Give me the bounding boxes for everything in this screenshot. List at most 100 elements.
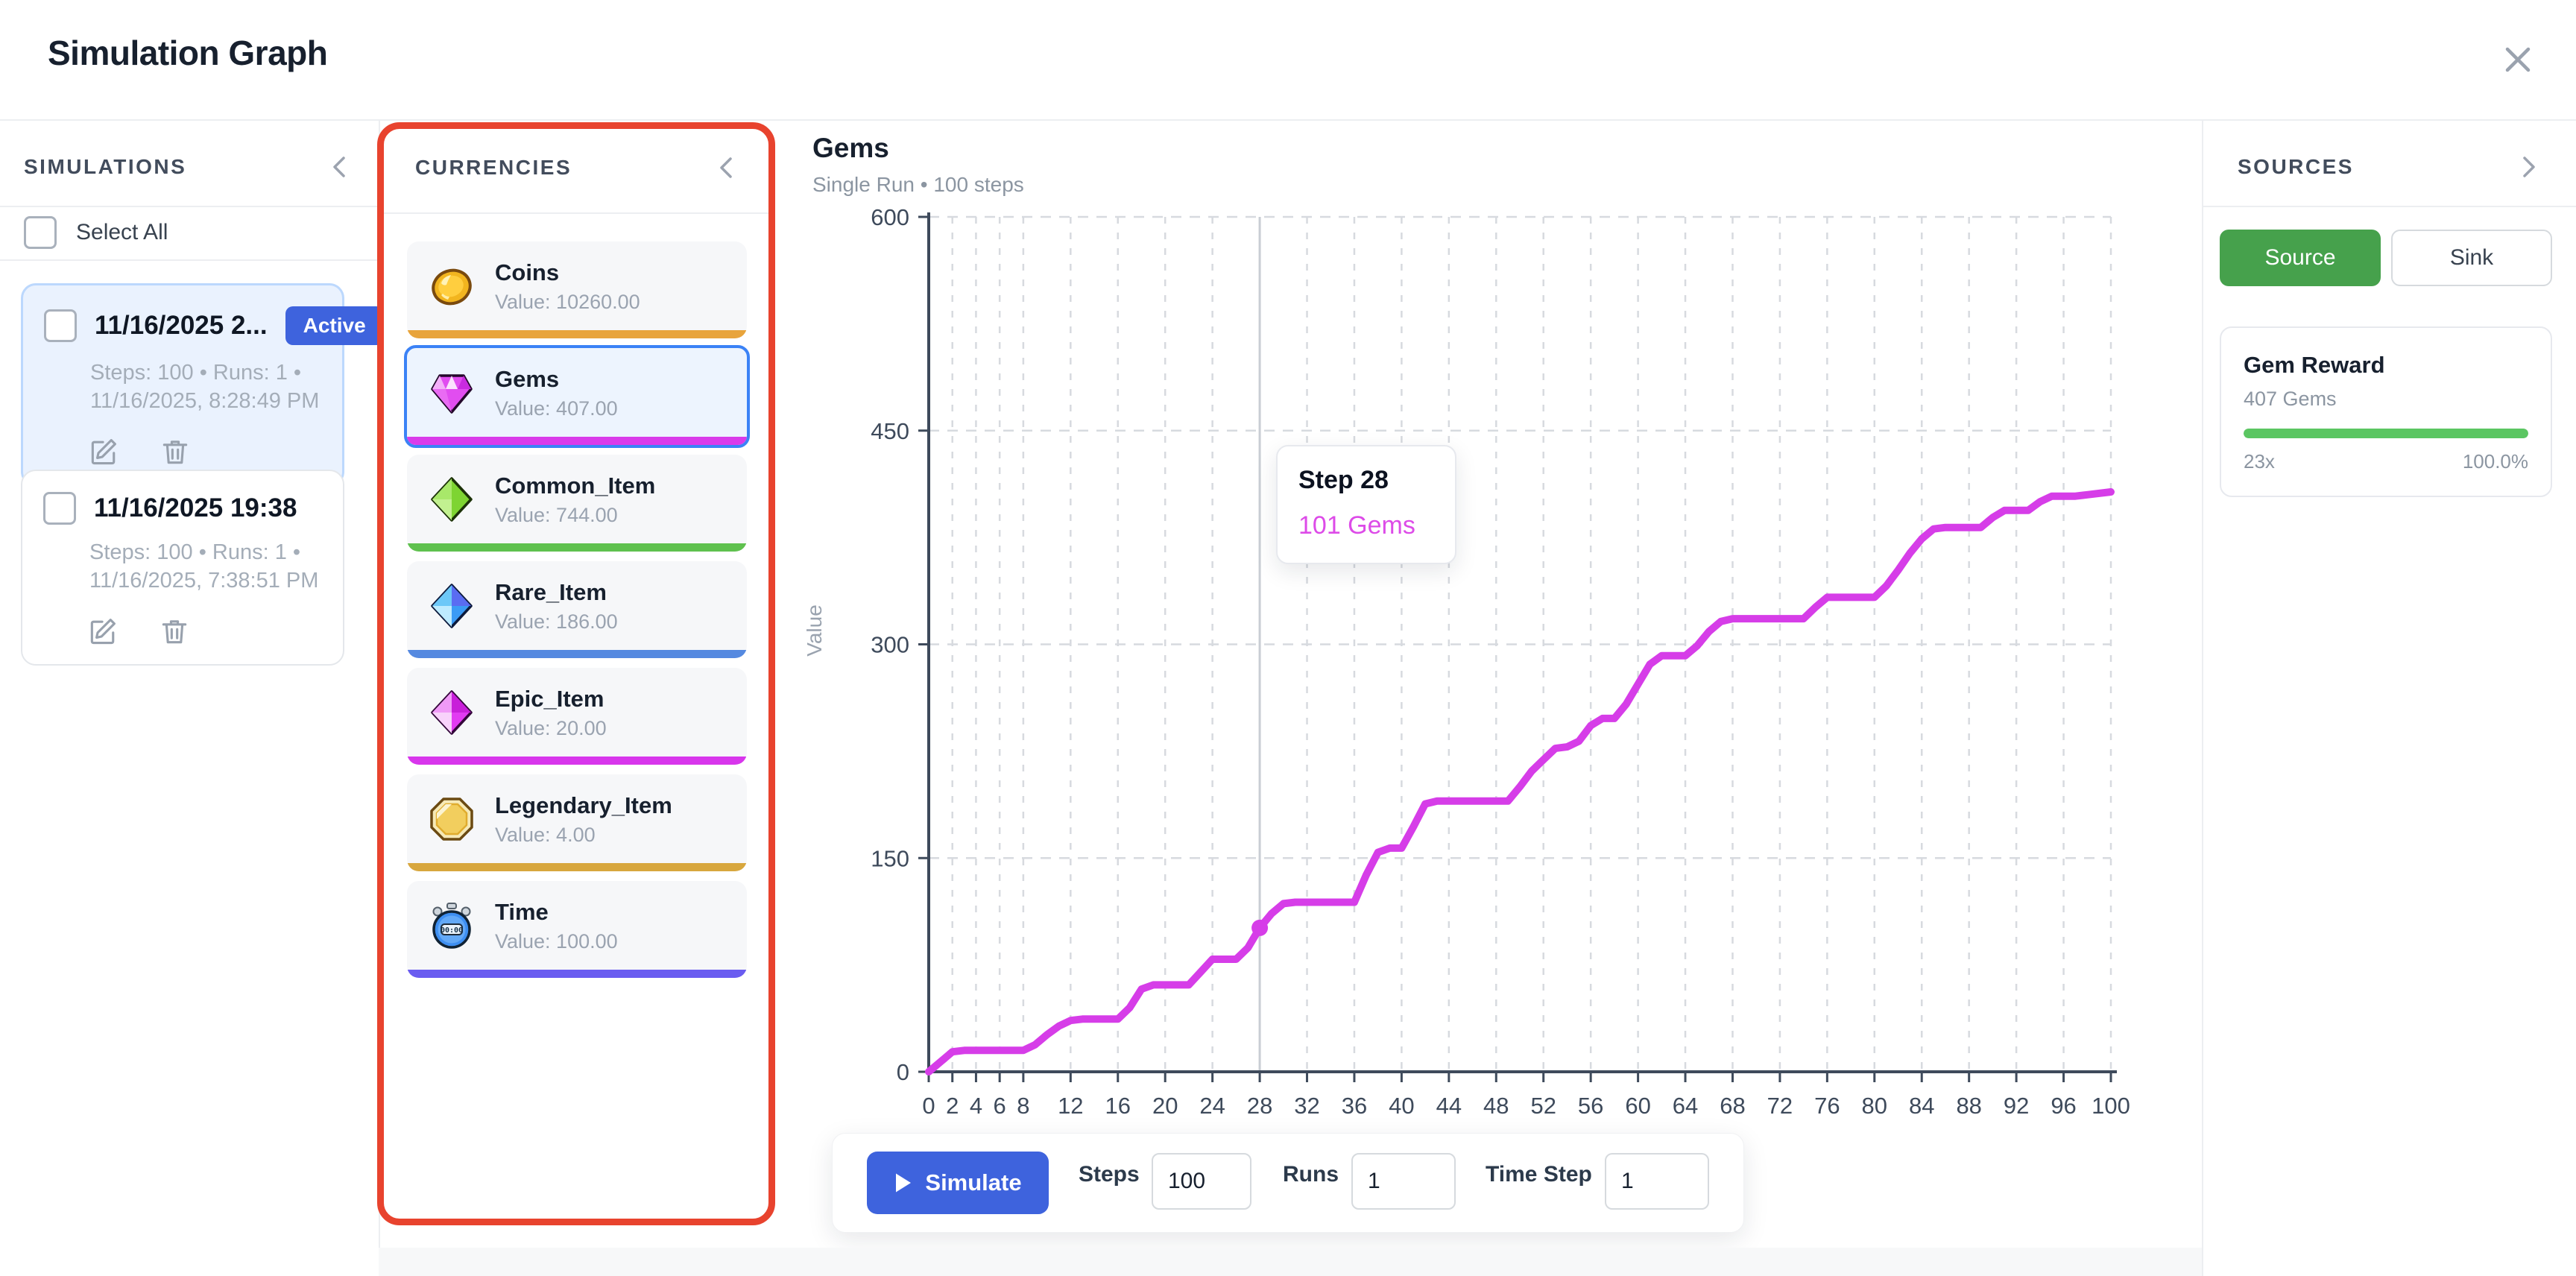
svg-text:0: 0: [897, 1059, 909, 1085]
svg-text:24: 24: [1199, 1093, 1225, 1118]
currency-card-time[interactable]: 00:00 Time Value: 100.00: [407, 881, 747, 978]
currency-name: Epic_Item: [495, 685, 604, 712]
currency-color-bar: [407, 330, 747, 338]
source-multiplier: 23x: [2244, 450, 2275, 473]
stopwatch-icon: 00:00: [432, 903, 471, 949]
runs-label: Runs: [1283, 1162, 1339, 1187]
divider: [0, 206, 379, 207]
source-percent: 100.0%: [2462, 450, 2528, 473]
svg-text:20: 20: [1152, 1093, 1178, 1118]
chart-tooltip: Step 28 101 Gems: [1276, 445, 1456, 564]
currency-value: Value: 407.00: [495, 397, 618, 420]
currency-color-bar: [407, 757, 747, 765]
simulation-checkbox[interactable]: [44, 309, 77, 342]
svg-text:44: 44: [1436, 1093, 1462, 1118]
simulation-title: 11/16/2025 2...: [95, 311, 268, 340]
svg-text:48: 48: [1483, 1093, 1509, 1118]
collapse-right-icon[interactable]: [2513, 152, 2543, 182]
svg-text:52: 52: [1530, 1093, 1556, 1118]
svg-text:68: 68: [1720, 1093, 1745, 1118]
simulation-title: 11/16/2025 19:38: [94, 493, 297, 522]
currencies-panel-highlighted: CURRENCIES Coins Value: 10260.00: [377, 122, 775, 1225]
svg-text:64: 64: [1673, 1093, 1698, 1118]
simulate-button[interactable]: Simulate: [867, 1152, 1049, 1214]
currency-color-bar: [407, 863, 747, 871]
time-step-input[interactable]: [1605, 1153, 1709, 1210]
diamond-blue-icon: [431, 584, 473, 628]
svg-text:0: 0: [922, 1093, 935, 1118]
svg-text:84: 84: [1909, 1093, 1934, 1118]
svg-text:4: 4: [970, 1093, 982, 1118]
edit-icon[interactable]: [86, 615, 119, 648]
svg-text:96: 96: [2051, 1093, 2076, 1118]
delete-icon[interactable]: [158, 615, 191, 648]
select-all-row: Select All: [24, 216, 168, 249]
octagon-gold-icon: [430, 798, 473, 841]
currency-color-bar: [407, 650, 747, 658]
svg-text:28: 28: [1247, 1093, 1272, 1118]
currency-card-coins[interactable]: Coins Value: 10260.00: [407, 241, 747, 338]
svg-text:92: 92: [2004, 1093, 2029, 1118]
currency-card-gems-selected[interactable]: Gems Value: 407.00: [404, 345, 750, 448]
svg-text:72: 72: [1767, 1093, 1793, 1118]
currency-card-rare-item[interactable]: Rare_Item Value: 186.00: [407, 561, 747, 658]
currency-card-common-item[interactable]: Common_Item Value: 744.00: [407, 455, 747, 552]
bottom-strip: [379, 1248, 2202, 1276]
currency-card-epic-item[interactable]: Epic_Item Value: 20.00: [407, 668, 747, 765]
currency-color-bar: [407, 437, 747, 445]
tooltip-step: Step 28: [1298, 466, 1389, 494]
svg-text:6: 6: [994, 1093, 1006, 1118]
simulation-card-active[interactable]: 11/16/2025 2... Active Steps: 100 • Runs…: [21, 283, 384, 487]
currency-card-legendary-item[interactable]: Legendary_Item Value: 4.00: [407, 774, 747, 871]
coin-icon: [432, 268, 472, 306]
steps-input[interactable]: [1152, 1153, 1251, 1210]
runs-input[interactable]: [1351, 1153, 1456, 1210]
simulation-card[interactable]: 11/16/2025 19:38 Steps: 100 • Runs: 1 • …: [21, 470, 344, 666]
currency-name: Common_Item: [495, 472, 656, 499]
simulation-meta: Steps: 100 • Runs: 1 • 11/16/2025, 7:38:…: [89, 540, 319, 593]
currency-value: Value: 100.00: [495, 929, 618, 953]
collapse-left-icon[interactable]: [325, 152, 355, 182]
currency-value: Value: 744.00: [495, 503, 618, 526]
svg-text:2: 2: [946, 1093, 959, 1118]
select-all-checkbox[interactable]: [24, 216, 57, 249]
currency-name: Gems: [495, 365, 560, 392]
close-icon[interactable]: [2500, 42, 2536, 78]
divider: [0, 259, 379, 261]
simulations-panel: SIMULATIONS Select All 11/16/2025 2... A…: [0, 121, 384, 1276]
svg-text:150: 150: [871, 845, 909, 871]
svg-text:76: 76: [1814, 1093, 1840, 1118]
steps-label: Steps: [1079, 1162, 1140, 1187]
select-all-label: Select All: [76, 220, 168, 244]
svg-text:12: 12: [1058, 1093, 1083, 1118]
currency-value: Value: 4.00: [495, 823, 596, 846]
divider: [2203, 206, 2576, 207]
currency-name: Coins: [495, 259, 560, 285]
source-amount: 407 Gems: [2244, 388, 2337, 410]
source-item-gem-reward[interactable]: Gem Reward 407 Gems 23x 100.0%: [2220, 326, 2552, 497]
window-header: Simulation Graph: [0, 0, 2576, 121]
tab-sink[interactable]: Sink: [2391, 230, 2552, 286]
simulations-title: SIMULATIONS: [24, 155, 187, 178]
edit-icon[interactable]: [87, 435, 120, 468]
currency-name: Rare_Item: [495, 578, 607, 605]
progress-track: [2244, 429, 2528, 438]
svg-text:40: 40: [1389, 1093, 1414, 1118]
svg-text:600: 600: [871, 204, 909, 230]
simulation-meta: Steps: 100 • Runs: 1 • 11/16/2025, 8:28:…: [90, 361, 320, 414]
currency-color-bar: [407, 543, 747, 552]
simulation-checkbox[interactable]: [43, 492, 76, 525]
svg-text:32: 32: [1294, 1093, 1319, 1118]
sources-title: SOURCES: [2238, 155, 2354, 178]
divider: [384, 212, 768, 214]
chart-subtitle: Single Run • 100 steps: [812, 173, 1024, 196]
active-badge: Active: [285, 306, 384, 345]
svg-text:300: 300: [871, 632, 909, 658]
play-icon: [896, 1173, 912, 1193]
delete-icon[interactable]: [159, 435, 192, 468]
collapse-left-icon[interactable]: [712, 153, 742, 183]
tab-source[interactable]: Source: [2220, 230, 2381, 286]
currency-name: Time: [495, 898, 549, 925]
